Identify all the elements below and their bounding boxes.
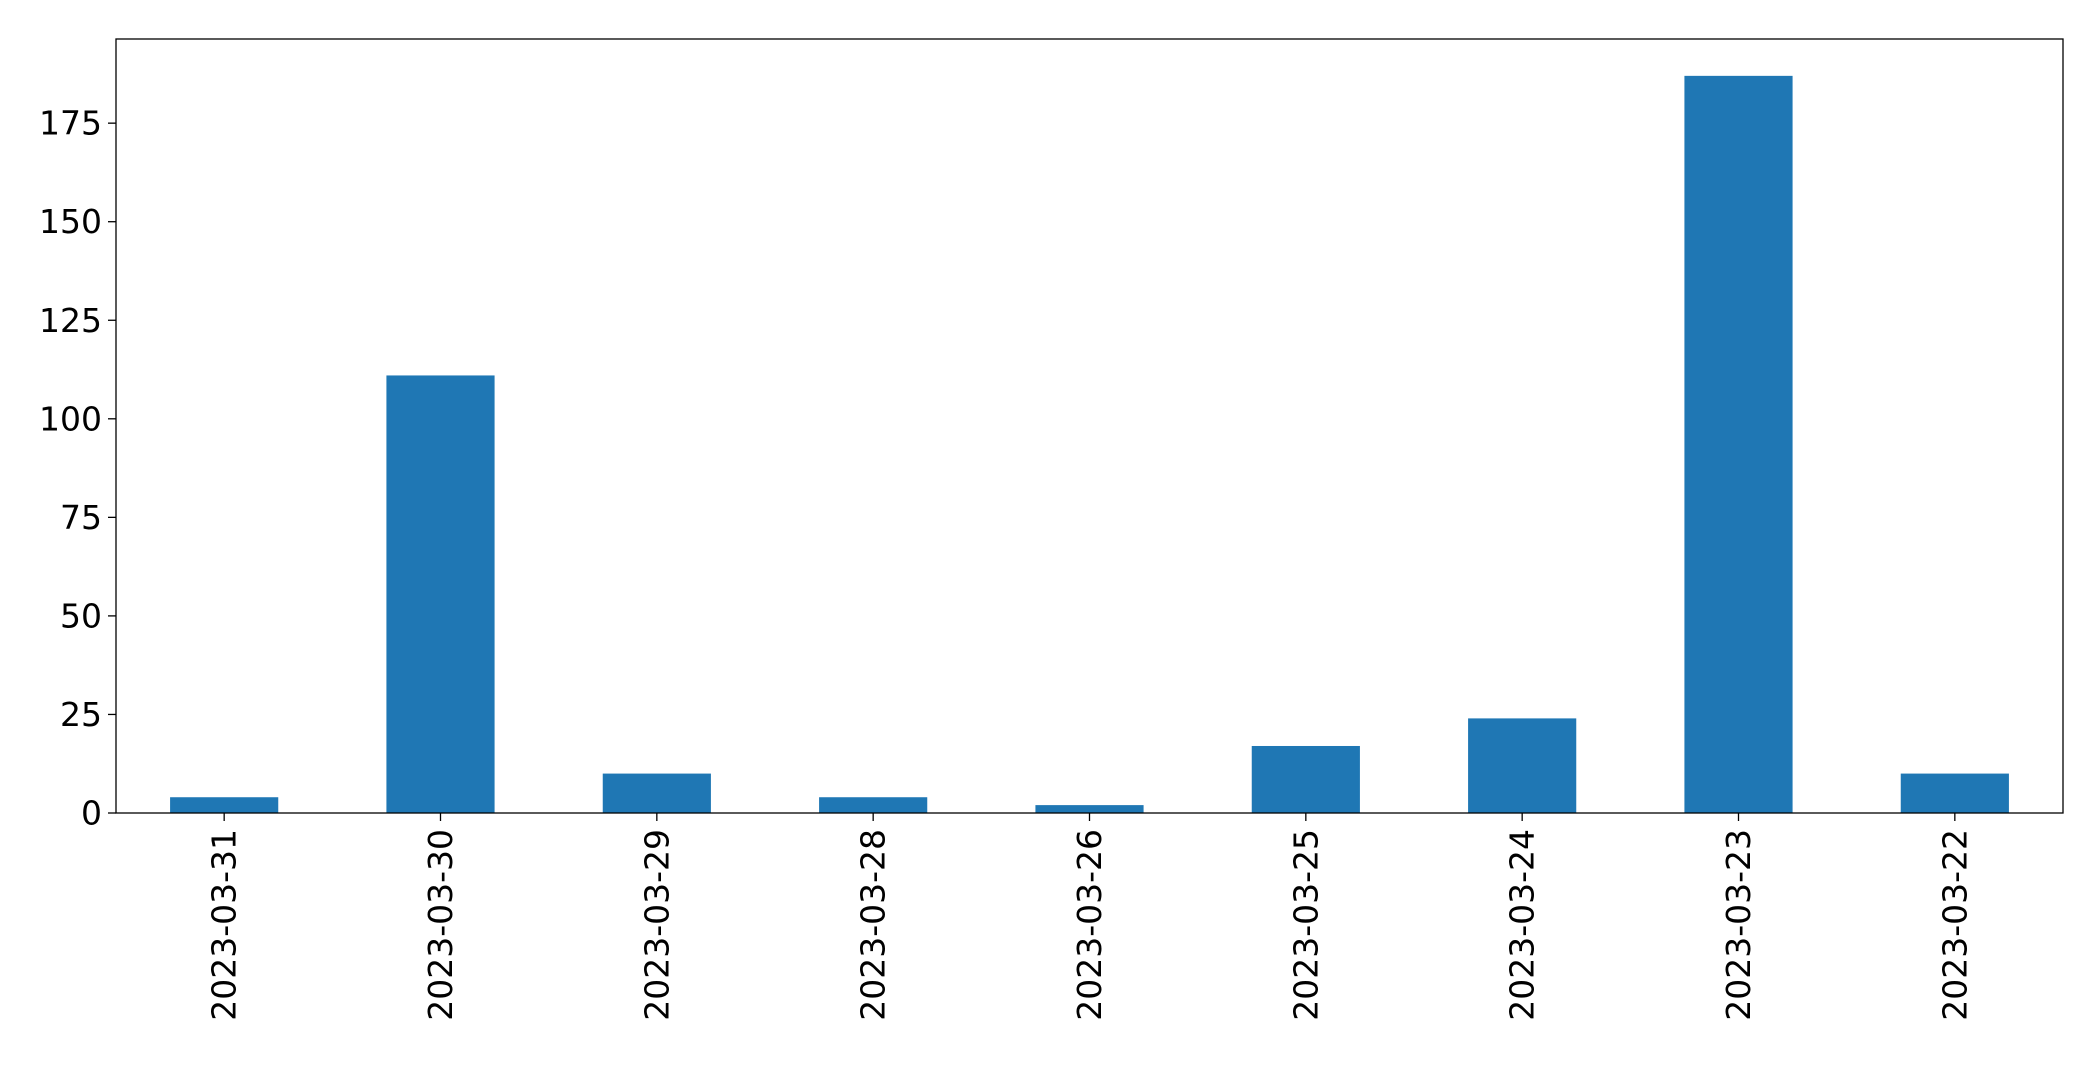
x-tick-label: 2023-03-22 bbox=[1935, 829, 1974, 1021]
bar-2023-03-23 bbox=[1684, 75, 1793, 814]
plot-frame bbox=[115, 38, 2064, 814]
y-tick-label: 175 bbox=[39, 104, 102, 143]
bar-2023-03-22 bbox=[1900, 773, 2009, 813]
x-tick-label: 2023-03-31 bbox=[205, 829, 244, 1021]
x-tick-label: 2023-03-26 bbox=[1070, 829, 1109, 1021]
x-tick-label: 2023-03-23 bbox=[1719, 829, 1758, 1021]
x-axis: 2023-03-31 2023-03-30 2023-03-29 2023-03-28… bbox=[205, 813, 1974, 1021]
y-tick-label: 0 bbox=[81, 794, 102, 833]
x-tick-label: 2023-03-30 bbox=[421, 829, 460, 1021]
bar-2023-03-29 bbox=[602, 773, 711, 813]
bar-2023-03-24 bbox=[1468, 718, 1577, 813]
x-tick-label: 2023-03-24 bbox=[1503, 829, 1542, 1021]
y-tick-label: 25 bbox=[60, 695, 102, 734]
bar-2023-03-30 bbox=[386, 375, 495, 813]
x-tick-label: 2023-03-25 bbox=[1286, 829, 1325, 1021]
bars-layer bbox=[170, 75, 2009, 814]
bar-2023-03-28 bbox=[819, 797, 928, 813]
y-tick-label: 75 bbox=[60, 498, 102, 537]
y-tick-label: 100 bbox=[39, 399, 102, 438]
x-tick-label: 2023-03-28 bbox=[854, 829, 893, 1021]
y-axis: 0 25 50 75 100 125 150 175 bbox=[39, 104, 116, 833]
bar-2023-03-26 bbox=[1035, 805, 1144, 813]
y-tick-label: 125 bbox=[39, 301, 102, 340]
y-tick-label: 50 bbox=[60, 596, 102, 635]
y-tick-label: 150 bbox=[39, 202, 102, 241]
x-tick-label: 2023-03-29 bbox=[637, 829, 676, 1021]
bar-2023-03-25 bbox=[1251, 745, 1360, 813]
bar-2023-03-31 bbox=[170, 797, 279, 813]
